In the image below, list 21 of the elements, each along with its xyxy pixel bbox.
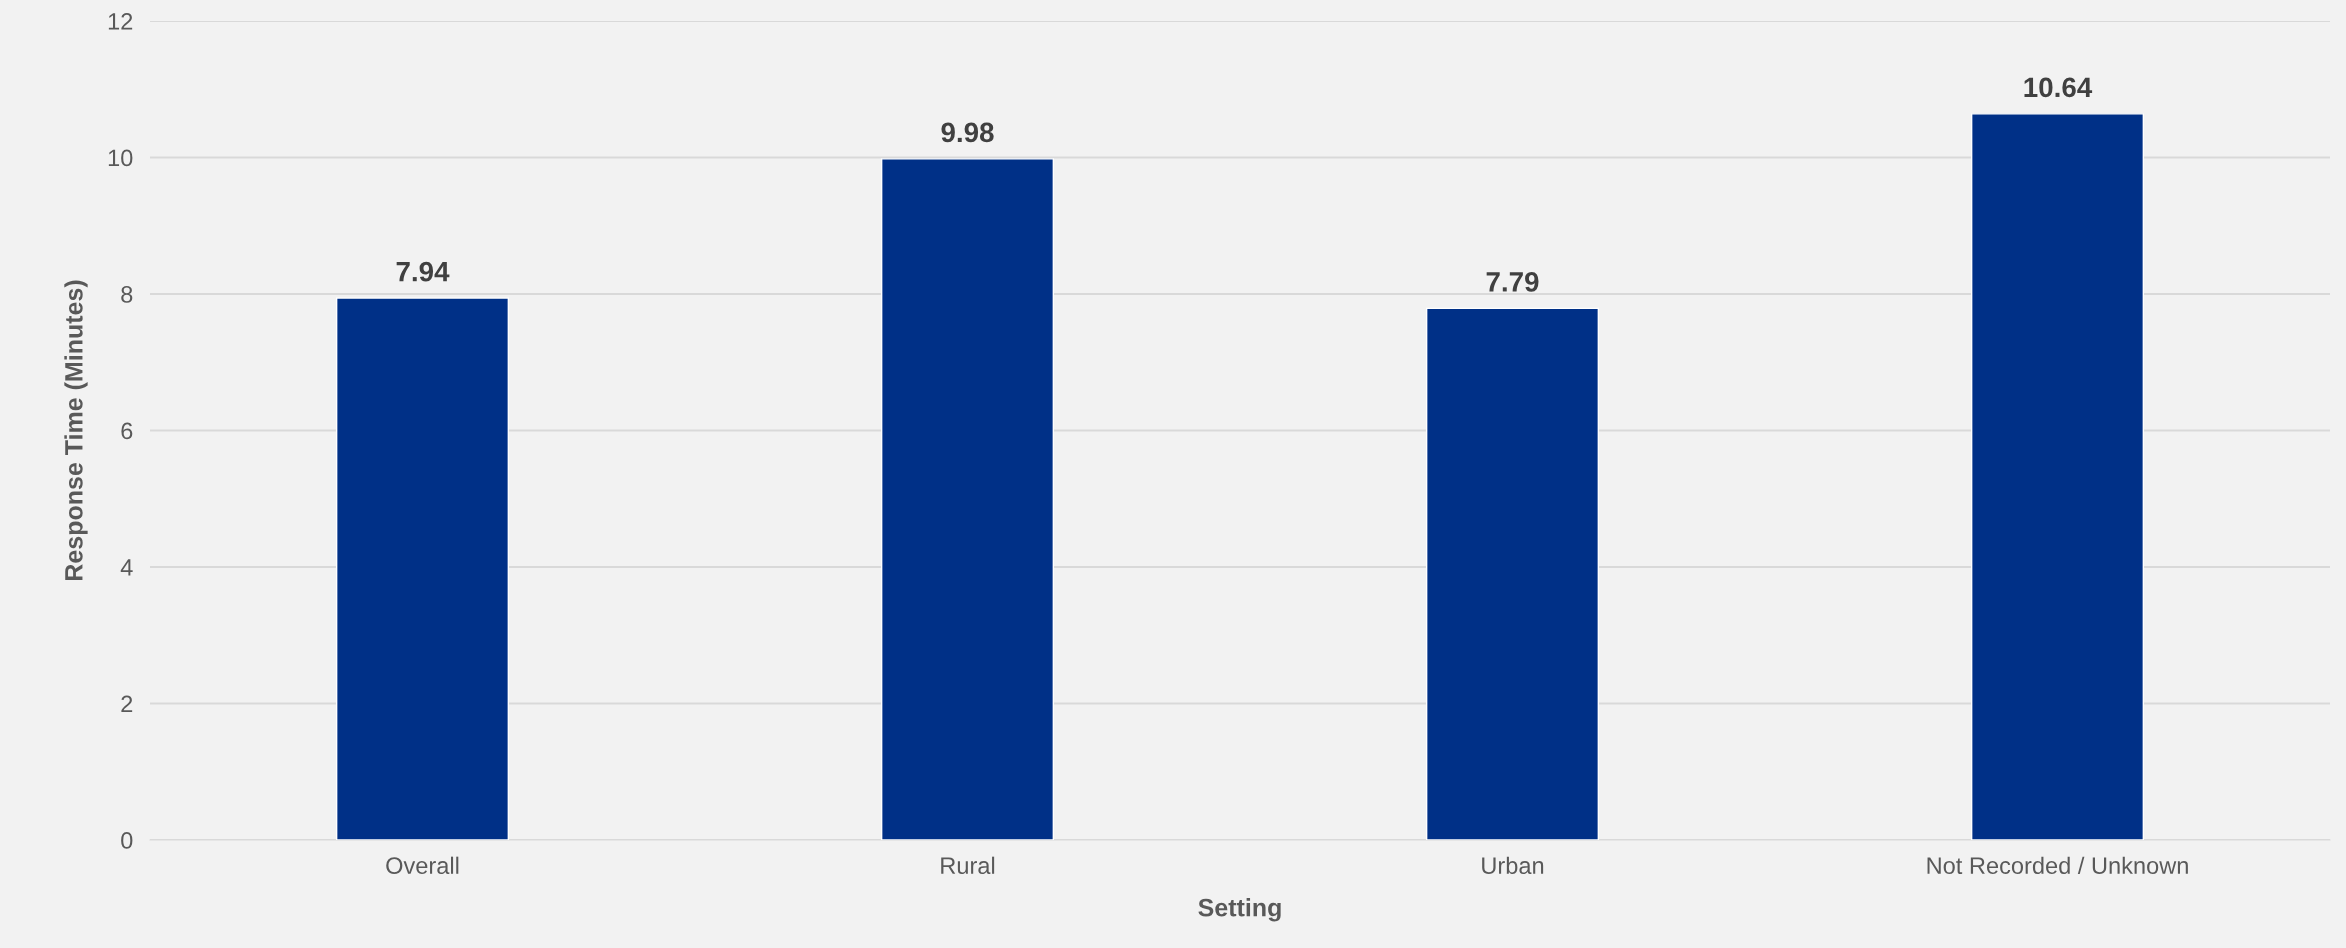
y-tick-label: 0 — [121, 832, 133, 849]
x-tick-label: Overall — [386, 856, 459, 875]
data-label: 10.64 — [2024, 77, 2093, 98]
bar — [880, 158, 1055, 840]
y-tick-label: 2 — [121, 695, 133, 713]
y-axis-title: Response Time (Minutes) — [64, 280, 88, 581]
x-tick-label: Not Recorded / Unknown — [1927, 856, 2188, 875]
x-tick-label: Urban — [1482, 856, 1544, 875]
x-tick-label: Rural — [941, 856, 995, 875]
y-tick-label: 6 — [121, 422, 133, 440]
data-label: 9.98 — [941, 122, 994, 143]
data-label: 7.79 — [1486, 272, 1539, 292]
y-tick-label: 12 — [108, 13, 133, 30]
x-axis-title: Setting — [1198, 898, 1281, 922]
bar — [335, 297, 510, 840]
bar — [1970, 113, 2145, 840]
y-tick-label: 4 — [120, 559, 133, 576]
y-tick-label: 10 — [108, 149, 133, 167]
data-label: 7.94 — [396, 261, 450, 282]
bar — [1425, 307, 1600, 840]
y-tick-label: 8 — [121, 286, 133, 303]
